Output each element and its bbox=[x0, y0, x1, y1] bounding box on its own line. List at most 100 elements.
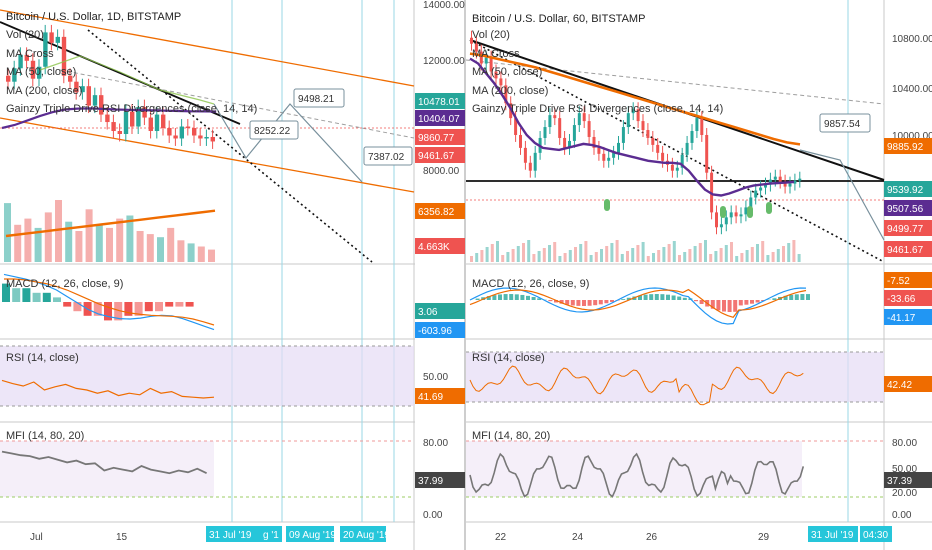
macd-histogram-bar bbox=[165, 302, 174, 307]
time-tick: 24 bbox=[572, 532, 584, 543]
macd-histogram-bar bbox=[654, 294, 659, 300]
macd-badge-text: 3.06 bbox=[418, 307, 438, 318]
candle-body bbox=[602, 153, 606, 161]
volume-bar bbox=[548, 245, 551, 262]
candle-body bbox=[474, 43, 478, 52]
candle-body bbox=[563, 137, 567, 148]
candle-body bbox=[592, 136, 596, 148]
mfi-tick: 0.00 bbox=[892, 510, 912, 521]
volume-bar bbox=[95, 224, 103, 262]
marker-9857 bbox=[819, 113, 871, 133]
candle-body bbox=[161, 114, 166, 129]
price-badge-text: 9499.77 bbox=[887, 224, 924, 235]
rsi-badge-text: 42.42 bbox=[887, 380, 912, 391]
macd-histogram-bar bbox=[694, 300, 698, 302]
pane-bg-price-1 bbox=[466, 0, 884, 264]
left-axis-column bbox=[415, 0, 465, 550]
volume-bar bbox=[480, 250, 484, 262]
volume-bar bbox=[678, 255, 681, 262]
volume-bar bbox=[797, 254, 801, 262]
candle-body bbox=[670, 164, 674, 171]
volume-bar bbox=[197, 246, 205, 262]
price-badge-text: 10404.07 bbox=[418, 114, 460, 125]
rsi-line bbox=[469, 365, 804, 406]
price-tick: 14000.00 bbox=[423, 0, 465, 11]
candle-body bbox=[617, 142, 620, 153]
candle-body bbox=[612, 152, 616, 158]
volume-bar bbox=[490, 244, 494, 262]
macd-histogram-bar bbox=[42, 292, 51, 302]
volume-bar bbox=[177, 240, 185, 262]
price-badge-bg bbox=[415, 110, 465, 126]
macd-histogram-bar bbox=[554, 300, 558, 303]
time-badge-text: 04:30 bbox=[863, 530, 888, 541]
marker-7387-text: 7387.02 bbox=[368, 152, 405, 163]
candle-body bbox=[111, 122, 116, 132]
macd-histogram-bar bbox=[682, 297, 687, 300]
candle-body bbox=[724, 217, 728, 225]
time-tick: 15 bbox=[116, 532, 128, 543]
mfi-tick: 20.00 bbox=[892, 488, 917, 499]
dotted-support-line bbox=[469, 39, 885, 263]
candle-body bbox=[92, 95, 98, 106]
macd-histogram-bar bbox=[63, 302, 72, 307]
macd-badge-text: -7.52 bbox=[887, 276, 910, 287]
candle-body bbox=[528, 162, 532, 171]
candle-body bbox=[543, 127, 547, 138]
time-badge-bg bbox=[286, 526, 334, 542]
price-badge-bg bbox=[415, 147, 465, 163]
volume-bar bbox=[610, 243, 614, 262]
candle-body bbox=[553, 115, 557, 119]
indicator-label: MA (50, close) bbox=[6, 66, 76, 78]
time-badge-text: g '1 bbox=[263, 530, 279, 541]
indicator-label: MA (200, close) bbox=[6, 85, 82, 97]
candle-body bbox=[136, 107, 141, 127]
volume-bar bbox=[157, 237, 164, 262]
macd-histogram-bar bbox=[144, 302, 153, 312]
candle-body bbox=[572, 125, 576, 141]
candle-body bbox=[773, 176, 777, 180]
volume-bar bbox=[730, 242, 733, 262]
indicator-label: Gainzy Triple Drive RSI Divergences (clo… bbox=[6, 103, 257, 115]
macd-histogram-bar bbox=[548, 300, 553, 302]
candle-body bbox=[739, 214, 743, 217]
rsi-band bbox=[0, 346, 414, 406]
rsi-badge-bg bbox=[884, 376, 932, 392]
volume-bar bbox=[594, 252, 598, 262]
mfi-badge-text: 37.39 bbox=[887, 476, 912, 487]
ma50-line bbox=[469, 57, 795, 197]
time-badge-text: 20 Aug '19 bbox=[343, 530, 390, 541]
candle-body bbox=[577, 113, 581, 126]
macd-histogram-bar bbox=[93, 302, 102, 316]
candle-body bbox=[489, 57, 493, 72]
pane-bg-price-0 bbox=[0, 0, 414, 264]
volume-bar bbox=[579, 244, 583, 262]
price-badge-bg bbox=[884, 138, 932, 154]
macd-histogram-bar bbox=[744, 300, 749, 305]
macd-histogram-bar bbox=[587, 300, 592, 306]
macd-badge-bg bbox=[415, 303, 465, 319]
mfi-label: MFI (14, 80, 20) bbox=[6, 430, 84, 442]
indicator-label: MA Cross bbox=[472, 48, 520, 60]
volume-bar bbox=[657, 250, 661, 262]
volume-bar bbox=[116, 218, 124, 262]
volume-bar bbox=[14, 224, 22, 262]
volume-bar bbox=[766, 255, 770, 262]
marker-9498-text: 9498.21 bbox=[298, 94, 335, 105]
rsi-badge: 41.69 bbox=[415, 388, 465, 404]
volume-bar bbox=[501, 255, 505, 262]
macd-badge: -603.96 bbox=[415, 322, 465, 338]
macd-histogram-bar bbox=[716, 300, 721, 311]
price-tick: 10400.00 bbox=[892, 84, 932, 95]
candle-body bbox=[749, 197, 753, 208]
mfi-badge: 37.99 bbox=[415, 472, 465, 488]
candle-body bbox=[768, 179, 772, 185]
macd-histogram-bar bbox=[593, 300, 598, 306]
macd-histogram-bar bbox=[626, 297, 631, 300]
candle-body bbox=[18, 54, 23, 69]
price-badge-bg bbox=[884, 181, 932, 197]
macd-histogram-bar bbox=[604, 300, 609, 304]
divergence-marker bbox=[604, 199, 610, 211]
volume-bar bbox=[714, 251, 718, 262]
macd-histogram-bar bbox=[598, 300, 603, 305]
